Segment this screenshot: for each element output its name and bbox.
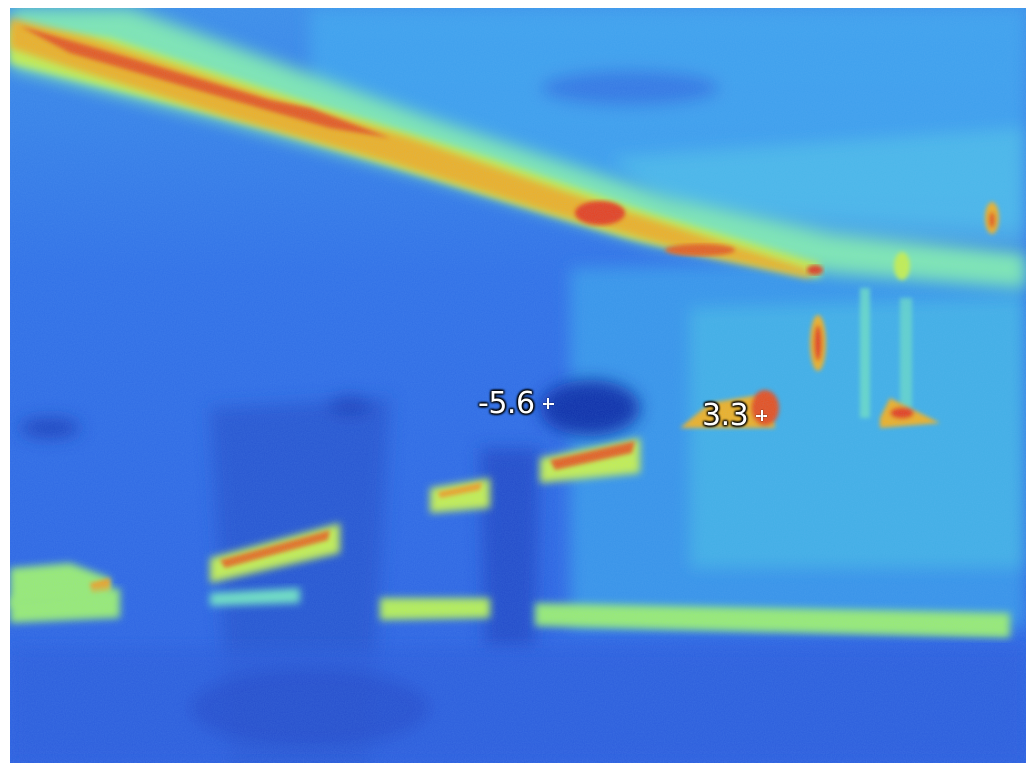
max-temperature-readout: 3.3 [702,398,768,433]
thermal-image: -5.6 3.3 [10,8,1026,763]
crosshair-icon [756,410,768,421]
min-temperature-value: -5.6 [478,386,535,421]
min-temperature-readout: -5.6 [478,386,554,421]
crosshair-icon [542,398,554,409]
thermal-scene [10,8,1026,763]
sensor-noise [10,8,1026,763]
max-temperature-value: 3.3 [702,398,749,433]
